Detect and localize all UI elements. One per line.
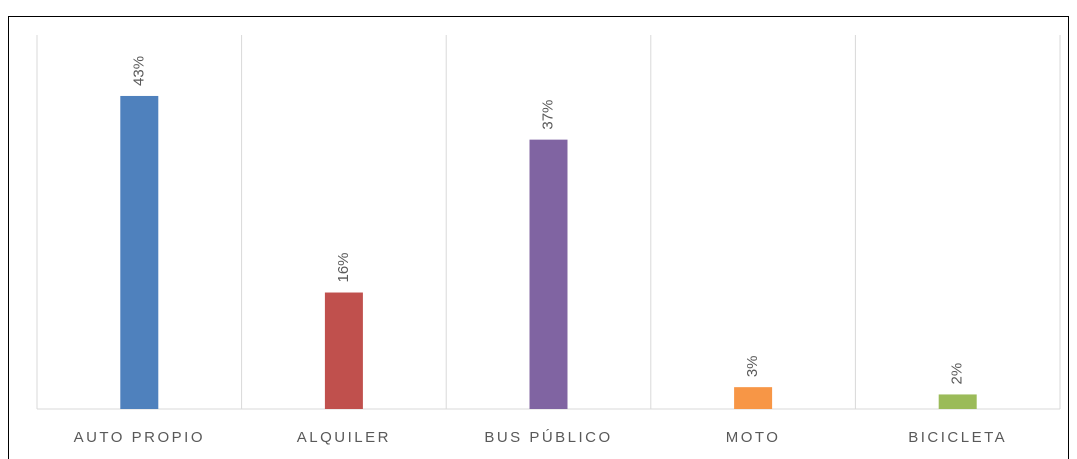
x-tick-label: ALQUILER: [297, 429, 391, 446]
bar: [120, 95, 159, 410]
data-label: 2%: [949, 363, 966, 385]
x-tick-label: AUTO PROPIO: [74, 429, 205, 446]
bar: [324, 292, 363, 409]
chart-border: [8, 16, 1069, 459]
x-tick-label: BUS PÚBLICO: [484, 429, 612, 446]
data-label: 37%: [539, 100, 556, 130]
bar: [529, 139, 568, 409]
x-tick-label: BICICLETA: [908, 429, 1007, 446]
x-tick-label: MOTO: [726, 429, 781, 446]
data-label: 3%: [744, 355, 761, 377]
bar: [938, 394, 977, 409]
bar: [734, 387, 773, 409]
data-label: 16%: [335, 252, 352, 282]
data-label: 43%: [130, 56, 147, 86]
